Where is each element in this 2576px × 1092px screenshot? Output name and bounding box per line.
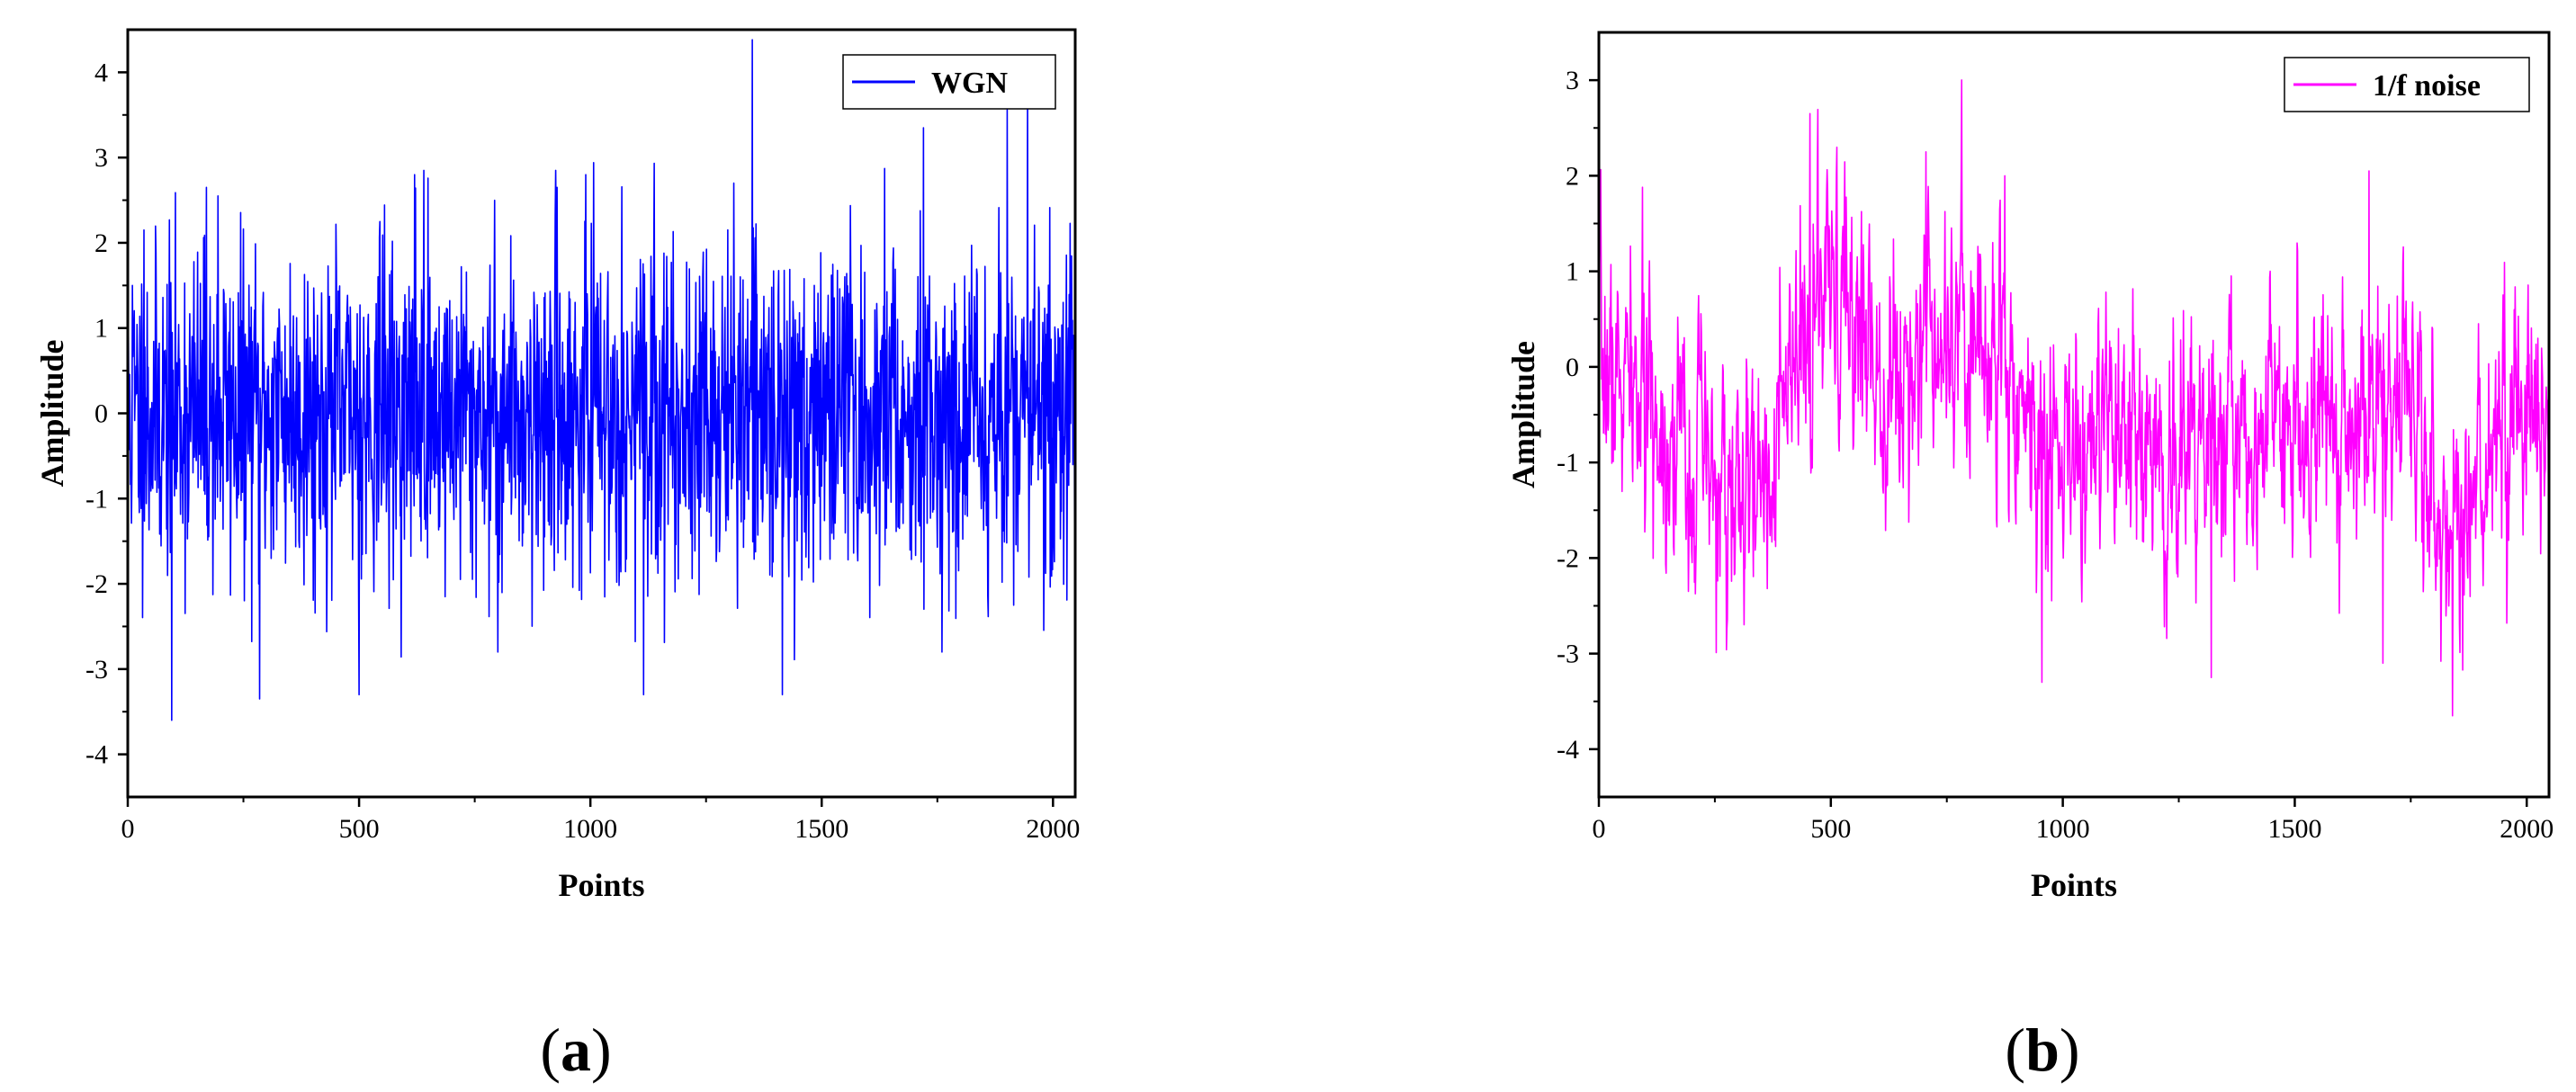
y-tick-label: 0 xyxy=(94,399,108,429)
y-tick-label: 3 xyxy=(1566,66,1579,95)
panel-label: (b) xyxy=(2005,1016,2079,1084)
x-axis-title: Points xyxy=(2031,867,2117,903)
y-tick-label: -3 xyxy=(1557,640,1579,669)
panel-a: 0 500 1000 1500 2000 -4 -3 -2 -1 0 1 2 3 4 Points Ampli… xyxy=(34,28,1080,1084)
x-tick-label: 0 xyxy=(1593,814,1606,844)
legend-label: WGN xyxy=(931,67,1008,100)
y-tick-label: 0 xyxy=(1566,353,1579,382)
y-tick-label: -4 xyxy=(85,740,108,770)
y-tick-label: 1 xyxy=(94,314,108,344)
legend: WGN xyxy=(842,54,1056,110)
y-tick-label: -1 xyxy=(85,484,108,514)
y-tick-label: -2 xyxy=(1557,543,1579,573)
y-axis-title: Amplitude xyxy=(34,339,70,487)
x-tick-label: 500 xyxy=(1810,814,1851,844)
x-tick-label: 1500 xyxy=(2267,814,2321,844)
series-line-wgn xyxy=(127,39,1076,721)
x-axis-title: Points xyxy=(558,867,644,903)
y-tick-label: -3 xyxy=(85,655,108,685)
series-line-1-f-noise xyxy=(1598,79,2550,717)
x-tick-label: 2000 xyxy=(1026,814,1080,844)
y-tick-label: -4 xyxy=(1557,735,1579,765)
y-tick-label: 2 xyxy=(1566,161,1579,191)
y-tick-label: -2 xyxy=(85,569,108,599)
legend: 1/f noise xyxy=(2284,57,2530,112)
y-tick-label: 4 xyxy=(94,58,108,87)
x-tick-label: 1500 xyxy=(794,814,848,844)
y-axis-title: Amplitude xyxy=(1505,341,1541,488)
y-tick-label: -1 xyxy=(1557,448,1579,478)
x-tick-label: 500 xyxy=(339,814,380,844)
y-tick-label: 3 xyxy=(94,143,108,173)
legend-label: 1/f noise xyxy=(2373,69,2481,103)
panel-b: 0 500 1000 1500 2000 -4 -3 -2 -1 0 1 2 3 Points Amplit… xyxy=(1505,31,2554,1084)
x-tick-label: 1000 xyxy=(563,814,617,844)
x-tick-label: 1000 xyxy=(2036,814,2090,844)
x-tick-label: 0 xyxy=(121,814,135,844)
y-tick-label: 2 xyxy=(94,228,108,258)
x-tick-label: 2000 xyxy=(2500,814,2554,844)
panel-label: (a) xyxy=(540,1016,611,1084)
y-tick-label: 1 xyxy=(1566,257,1579,287)
